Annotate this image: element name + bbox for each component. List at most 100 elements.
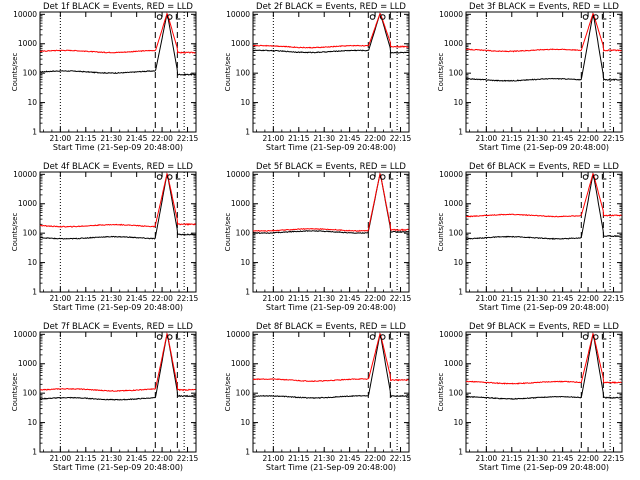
series-line-lld <box>465 172 622 218</box>
x-tick-label: 22:15 <box>603 454 625 463</box>
saturation-marker <box>379 334 386 340</box>
saturation-marker <box>166 14 173 20</box>
series-line-lld <box>465 332 622 385</box>
panel-1: Det 1f BLACK = Events, RED = LLD 1 10 100 10… <box>11 2 199 152</box>
y-axis-label: Counts/sec <box>11 53 19 92</box>
y-axis-label: Counts/sec <box>11 373 19 412</box>
x-tick-label: 22:15 <box>603 134 625 143</box>
panel-title: Det 2f BLACK = Events, RED = LLD <box>256 2 406 12</box>
x-tick-label: 22:00 <box>364 454 386 463</box>
y-tick-label: 1 <box>245 128 250 137</box>
saturation-marker <box>592 14 599 20</box>
panel-title: Det 3f BLACK = Events, RED = LLD <box>469 2 619 12</box>
x-tick-label: 22:00 <box>577 294 599 303</box>
x-tick-label: 21:45 <box>126 134 148 143</box>
y-tick-label: 10000 <box>226 10 250 19</box>
panel-title: Det 1f BLACK = Events, RED = LLD <box>43 2 193 12</box>
y-tick-label: 100 <box>449 389 464 398</box>
y-tick-label: 100 <box>23 69 38 78</box>
x-tick-label: 21:00 <box>50 294 72 303</box>
y-axis-label: Counts/sec <box>437 373 445 412</box>
x-tick-label: 22:00 <box>364 294 386 303</box>
plot-frame <box>465 171 623 293</box>
saturation-marker <box>379 14 386 20</box>
y-axis-label: Counts/sec <box>437 213 445 252</box>
y-tick-label: 10000 <box>439 10 463 19</box>
y-tick-label: 10000 <box>226 170 250 179</box>
x-tick-label: 21:45 <box>339 134 361 143</box>
x-tick-label: 21:45 <box>552 134 574 143</box>
x-axis-label: Start Time (21-Sep-09 20:48:00) <box>266 303 396 312</box>
series-line-events <box>39 172 196 240</box>
y-tick-label: 100 <box>236 69 251 78</box>
panel-title: Det 7f BLACK = Events, RED = LLD <box>43 322 193 332</box>
y-tick-label: 10000 <box>13 170 37 179</box>
x-tick-label: 21:30 <box>526 134 548 143</box>
x-tick-label: 21:45 <box>126 454 148 463</box>
x-tick-label: 21:30 <box>313 294 335 303</box>
x-tick-label: 21:45 <box>126 294 148 303</box>
y-tick-label: 10000 <box>13 10 37 19</box>
panel-9: Det 9f BLACK = Events, RED = LLD 1 10 100 10… <box>437 322 625 472</box>
x-tick-label: 22:00 <box>151 294 173 303</box>
x-axis-label: Start Time (21-Sep-09 20:48:00) <box>53 303 183 312</box>
x-tick-label: 22:15 <box>390 294 412 303</box>
saturation-marker <box>592 174 599 180</box>
x-tick-label: 21:30 <box>526 294 548 303</box>
x-tick-label: 22:00 <box>577 134 599 143</box>
x-tick-label: 21:15 <box>501 134 523 143</box>
x-tick-label: 21:45 <box>552 454 574 463</box>
gap-marker <box>388 14 394 20</box>
y-tick-label: 10000 <box>439 170 463 179</box>
plot-frame <box>252 11 410 133</box>
y-axis-label: Counts/sec <box>224 53 232 92</box>
y-tick-label: 1000 <box>231 199 250 208</box>
series-line-lld <box>252 332 409 383</box>
panel-title: Det 8f BLACK = Events, RED = LLD <box>256 322 406 332</box>
x-axis-label: Start Time (21-Sep-09 20:48:00) <box>53 143 183 152</box>
panel-title: Det 9f BLACK = Events, RED = LLD <box>469 322 619 332</box>
y-tick-label: 1000 <box>18 359 37 368</box>
y-tick-label: 1 <box>32 128 37 137</box>
x-tick-label: 21:30 <box>100 134 122 143</box>
x-tick-label: 21:00 <box>263 454 285 463</box>
gap-marker <box>388 334 394 340</box>
x-axis-label: Start Time (21-Sep-09 20:48:00) <box>479 143 609 152</box>
panel-4: Det 4f BLACK = Events, RED = LLD 1 10 100 10… <box>11 162 199 312</box>
y-tick-label: 100 <box>449 69 464 78</box>
y-tick-label: 1000 <box>444 39 463 48</box>
x-tick-label: 21:30 <box>100 294 122 303</box>
saturation-marker <box>156 14 163 20</box>
y-tick-label: 10000 <box>13 330 37 339</box>
series-line-events <box>253 332 409 399</box>
series-line-events <box>465 12 622 82</box>
saturation-marker <box>156 334 163 340</box>
series-line-lld <box>253 12 409 49</box>
y-tick-label: 10 <box>27 258 37 267</box>
x-tick-label: 21:15 <box>288 134 310 143</box>
gap-marker <box>601 334 607 340</box>
panel-8: Det 8f BLACK = Events, RED = LLD 1 10 100 10… <box>224 322 412 472</box>
series-line-lld <box>39 12 196 55</box>
series-line-events <box>465 332 622 400</box>
y-tick-label: 1000 <box>444 199 463 208</box>
panel-3: Det 3f BLACK = Events, RED = LLD 1 10 100 10… <box>437 2 625 152</box>
saturation-marker <box>582 334 589 340</box>
y-tick-label: 100 <box>23 389 38 398</box>
series-line-lld <box>465 12 622 53</box>
gap-marker <box>601 174 607 180</box>
x-tick-label: 21:15 <box>288 294 310 303</box>
x-tick-label: 21:30 <box>100 454 122 463</box>
panel-5: Det 5f BLACK = Events, RED = LLD 1 10 100 10… <box>224 162 412 312</box>
x-tick-label: 22:15 <box>390 454 412 463</box>
y-axis-label: Counts/sec <box>11 213 19 252</box>
plot-frame <box>465 11 623 133</box>
y-tick-label: 100 <box>449 229 464 238</box>
y-tick-label: 10 <box>240 258 250 267</box>
x-axis-label: Start Time (21-Sep-09 20:48:00) <box>266 143 396 152</box>
saturation-marker <box>156 174 163 180</box>
plot-frame <box>39 11 197 133</box>
saturation-marker <box>592 334 599 340</box>
panel-title: Det 6f BLACK = Events, RED = LLD <box>469 162 619 172</box>
y-tick-label: 1 <box>245 288 250 297</box>
